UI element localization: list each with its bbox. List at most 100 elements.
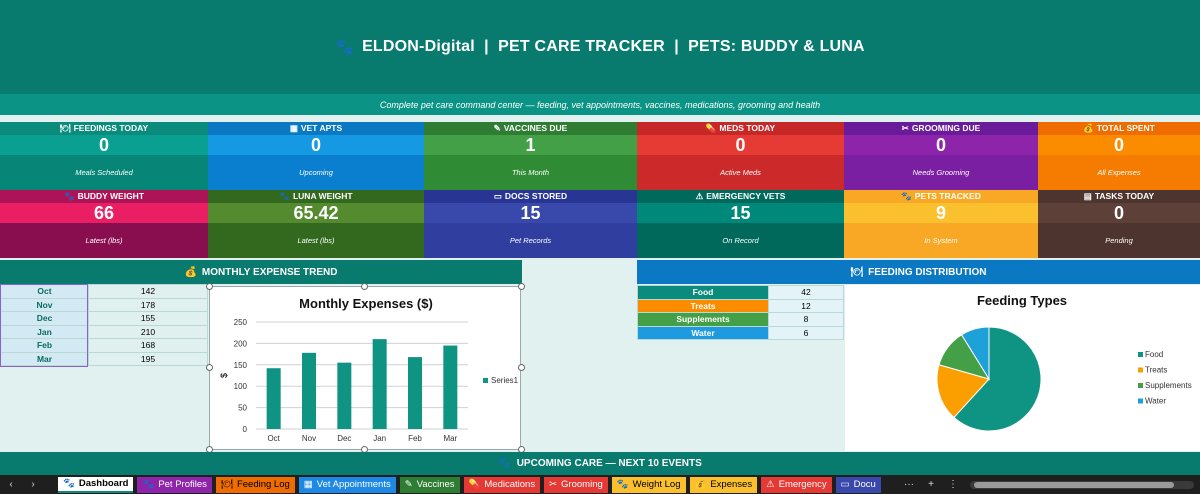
tab-label: Vaccines — [416, 479, 455, 490]
expense-chart[interactable]: Monthly Expenses ($) 0 50 100 150 200 250 $ Oct N… — [209, 286, 521, 450]
amount-cell[interactable]: 168 — [88, 338, 208, 353]
kpi-label-text: MEDS TODAY — [719, 123, 776, 133]
kpi-label: ✎ VACCINES DUE — [424, 122, 637, 135]
feeding-count-cell[interactable]: 8 — [768, 312, 844, 327]
feeding-type-cell[interactable]: Water — [637, 325, 769, 340]
kpi-label-text: PETS TRACKED — [914, 191, 981, 201]
resize-handle[interactable] — [361, 283, 368, 290]
tab-feeding-log[interactable]: 🍽 Feeding Log — [215, 476, 295, 493]
kpi-value: 9 — [844, 203, 1038, 223]
legend-label: Supplements — [1145, 381, 1192, 390]
month-cell[interactable]: Dec — [0, 311, 89, 326]
amount-cell[interactable]: 178 — [88, 297, 208, 312]
kpi-tile-meds-today: 💊 MEDS TODAY 0 Active Meds — [637, 122, 844, 190]
feeding-count-cell[interactable]: 6 — [768, 325, 844, 340]
y-tick-label: 250 — [234, 318, 248, 327]
kpi-tile-vet-apts: ▦ VET APTS 0 Upcoming — [208, 122, 424, 190]
month-cell[interactable]: Feb — [0, 338, 89, 353]
more-tabs-button[interactable]: ··· — [904, 479, 914, 490]
feeding-type-cell[interactable]: Food — [637, 285, 769, 300]
table-row: Dec 155 — [0, 311, 208, 326]
tab-label: Medications — [484, 479, 536, 490]
kpi-caption: Latest (lbs) — [0, 223, 208, 258]
kpi-label-text: EMERGENCY VETS — [706, 191, 786, 201]
tab-emergency[interactable]: ⚠ Emergency — [761, 476, 832, 493]
kpi-label: 🍽 FEEDINGS TODAY — [0, 122, 208, 135]
kpi-value: 15 — [424, 203, 637, 223]
kpi-tile-docs-stored: ▭ DOCS STORED 15 Pet Records — [424, 190, 637, 258]
tab-dashboard[interactable]: 🐾 Dashboard — [58, 476, 134, 493]
kpi-icon: 💰 — [1083, 123, 1094, 133]
table-row: Jan 210 — [0, 324, 208, 339]
tab-grooming[interactable]: ✂ Grooming — [544, 476, 608, 493]
amount-cell[interactable]: 195 — [88, 351, 208, 366]
kpi-label: 💰 TOTAL SPENT — [1038, 122, 1200, 135]
resize-handle[interactable] — [206, 364, 213, 371]
feeding-chart[interactable]: Feeding Types Food Treats Supplements Water — [845, 285, 1200, 451]
kpi-icon: 🐾 — [63, 191, 75, 201]
feeding-panel-title: FEEDING DISTRIBUTION — [868, 266, 987, 278]
kpi-value: 1 — [424, 135, 637, 155]
kpi-label: ▭ DOCS STORED — [424, 190, 637, 203]
tab-label: Feeding Log — [236, 479, 290, 490]
tab-vaccines[interactable]: ✎ Vaccines — [399, 476, 460, 493]
kpi-icon: ✂ — [901, 123, 909, 133]
tab-icon: ✎ — [404, 479, 413, 490]
kpi-value: 0 — [208, 135, 424, 155]
tab-scroll-left-button[interactable]: ‹ — [9, 479, 13, 490]
feeding-count-cell[interactable]: 12 — [768, 298, 844, 313]
chart-title: Feeding Types — [977, 293, 1067, 308]
month-cell[interactable]: Jan — [0, 324, 89, 339]
amount-cell[interactable]: 210 — [88, 324, 208, 339]
kpi-label-text: DOCS STORED — [504, 191, 568, 201]
kpi-caption: In System — [844, 223, 1038, 258]
x-tick-label: Oct — [267, 434, 280, 443]
tab-docu[interactable]: ▭ Docu — [835, 476, 881, 493]
tab-scroll-right-button[interactable]: › — [31, 479, 35, 490]
dashboard-header: 🐾 ELDON-Digital | PET CARE TRACKER | PET… — [0, 0, 1200, 94]
feeding-type-cell[interactable]: Treats — [637, 298, 769, 313]
y-tick-label: 0 — [243, 425, 248, 434]
horizontal-scrollbar[interactable] — [970, 480, 1194, 489]
tab-weight-log[interactable]: 🐾 Weight Log — [611, 476, 686, 493]
kpi-tile-buddy-weight: 🐾 BUDDY WEIGHT 66 Latest (lbs) — [0, 190, 208, 258]
amount-cell[interactable]: 142 — [88, 284, 208, 299]
tab-medications[interactable]: 💊 Medications — [463, 476, 541, 493]
kpi-value: 66 — [0, 203, 208, 223]
month-cell[interactable]: Mar — [0, 351, 89, 366]
expense-panel-header: 💰 MONTHLY EXPENSE TREND — [0, 260, 522, 284]
kpi-label-text: FEEDINGS TODAY — [73, 123, 149, 133]
resize-handle[interactable] — [518, 283, 525, 290]
kpi-label-text: VET APTS — [300, 123, 343, 133]
feeding-count-cell[interactable]: 42 — [768, 285, 844, 300]
bar — [408, 357, 422, 429]
table-row: Oct 142 — [0, 284, 208, 299]
pie-slice-food — [953, 326, 1042, 432]
kpi-tile-pets-tracked: 🐾 PETS TRACKED 9 In System — [844, 190, 1038, 258]
kpi-icon: 🐾 — [279, 191, 290, 201]
scrollbar-thumb[interactable] — [974, 481, 1174, 488]
sheet-tab-bar: ‹ › 🐾 Dashboard 🐾 Pet Profiles 🍽 Feeding Log ▦… — [0, 475, 1200, 494]
expense-table: Oct 142 Nov 178 Dec 155 Jan 210 Feb 168 Mar 195 — [0, 284, 208, 366]
resize-handle[interactable] — [206, 283, 213, 290]
kpi-icon: ✎ — [493, 123, 501, 133]
x-tick-label: Feb — [408, 434, 422, 443]
resize-handle[interactable] — [518, 364, 525, 371]
x-tick-label: Dec — [337, 434, 351, 443]
table-row: Supplements 8 — [637, 312, 844, 327]
amount-cell[interactable]: 155 — [88, 311, 208, 326]
legend-label: Food — [1145, 350, 1163, 359]
tab-pet-profiles[interactable]: 🐾 Pet Profiles — [137, 476, 212, 493]
bar — [372, 339, 387, 429]
tab-vet-appointments[interactable]: ▦ Vet Appointments — [298, 476, 396, 493]
feeding-type-cell[interactable]: Supplements — [637, 312, 769, 327]
table-row: Nov 178 — [0, 297, 208, 312]
paw-icon: 🐾 — [498, 458, 511, 469]
add-sheet-button[interactable]: + — [928, 479, 934, 490]
tab-expenses[interactable]: 💰 Expenses — [689, 476, 758, 493]
options-icon[interactable]: ⋮ — [948, 479, 958, 490]
legend-label: Water — [1145, 397, 1166, 406]
kpi-tile-feedings-today: 🍽 FEEDINGS TODAY 0 Meals Scheduled — [0, 122, 208, 190]
kpi-label: ✂ GROOMING DUE — [844, 122, 1038, 135]
month-cell[interactable]: Nov — [0, 297, 89, 312]
